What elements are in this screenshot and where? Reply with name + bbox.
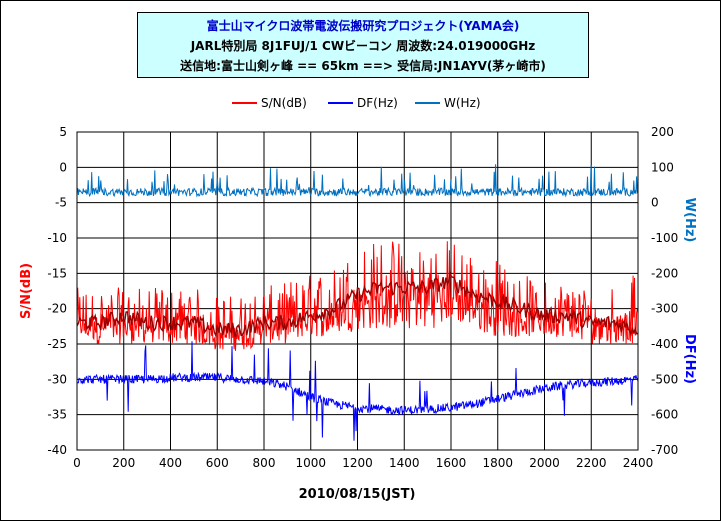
series-sn-line — [76, 241, 639, 351]
x-tick-label: 1800 — [482, 456, 513, 470]
x-tick-label: 200 — [112, 456, 135, 470]
y-right-tick-label: -200 — [651, 266, 678, 280]
y-left-tick-label: -10 — [47, 231, 67, 245]
tick-labels: 0 200 400 600 800 1000 1200 1400 1600 1800 2000 220… — [47, 125, 678, 470]
y-right-tick-label: -700 — [651, 443, 678, 457]
x-tick-label: 600 — [206, 456, 229, 470]
x-tick-label: 2400 — [623, 456, 654, 470]
plot-border — [76, 131, 639, 451]
x-tick-label: 400 — [159, 456, 182, 470]
x-tick-label: 1000 — [295, 456, 326, 470]
y-axis-right-top-title: W(Hz) — [682, 198, 697, 243]
y-right-tick-label: 100 — [651, 160, 674, 174]
legend-label: W(Hz) — [444, 96, 481, 110]
y-left-tick-label: -15 — [47, 266, 67, 280]
x-tick-label: 1600 — [436, 456, 467, 470]
y-left-tick-label: 0 — [59, 160, 67, 174]
x-axis-title: 2010/08/15(JST) — [299, 487, 416, 502]
x-tick-label: 1400 — [389, 456, 420, 470]
x-tick-label: 1200 — [342, 456, 373, 470]
y-right-tick-label: 0 — [651, 196, 659, 210]
series-sn-average-line — [76, 270, 639, 338]
y-right-tick-label: -600 — [651, 408, 678, 422]
x-tick-label: 800 — [253, 456, 276, 470]
y-left-tick-label: -40 — [47, 443, 67, 457]
legend: S/N(dB) DF(Hz) W(Hz) — [232, 96, 481, 110]
y-left-tick-label: -35 — [47, 408, 67, 422]
y-axis-right-bottom-title: DF(Hz) — [682, 334, 697, 384]
y-right-tick-label: 200 — [651, 125, 674, 139]
y-right-tick-label: -100 — [651, 231, 678, 245]
chart-subtitle-line2: 送信地:富士山剣ヶ峰 == 65km ==> 受信局:JN1AYV(茅ヶ崎市) — [180, 59, 546, 73]
y-left-tick-label: -25 — [47, 337, 67, 351]
y-right-tick-label: -400 — [651, 337, 678, 351]
y-left-tick-label: -5 — [55, 196, 67, 210]
series-w-line — [76, 164, 639, 198]
x-tick-label: 2000 — [529, 456, 560, 470]
y-right-tick-label: -500 — [651, 372, 678, 386]
chart-subtitle-line1: JARL特別局 8J1FUJ/1 CWビーコン 周波数:24.019000GHz — [190, 39, 536, 53]
chart-title-box: 富士山マイクロ波帯電波伝搬研究プロジェクト(YAMA会) JARL特別局 8J1… — [137, 12, 589, 78]
x-tick-label: 2200 — [576, 456, 607, 470]
y-right-tick-label: -300 — [651, 302, 678, 316]
x-tick-label: 0 — [73, 456, 81, 470]
series-layer — [76, 164, 639, 441]
series-df-line — [76, 341, 639, 441]
chart-title: 富士山マイクロ波帯電波伝搬研究プロジェクト(YAMA会) — [206, 19, 520, 33]
y-left-tick-label: -30 — [47, 372, 67, 386]
y-left-tick-label: 5 — [59, 125, 67, 139]
legend-label: S/N(dB) — [261, 96, 307, 110]
legend-label: DF(Hz) — [357, 96, 398, 110]
y-left-tick-label: -20 — [47, 302, 67, 316]
y-axis-left-title: S/N(dB) — [19, 263, 34, 319]
